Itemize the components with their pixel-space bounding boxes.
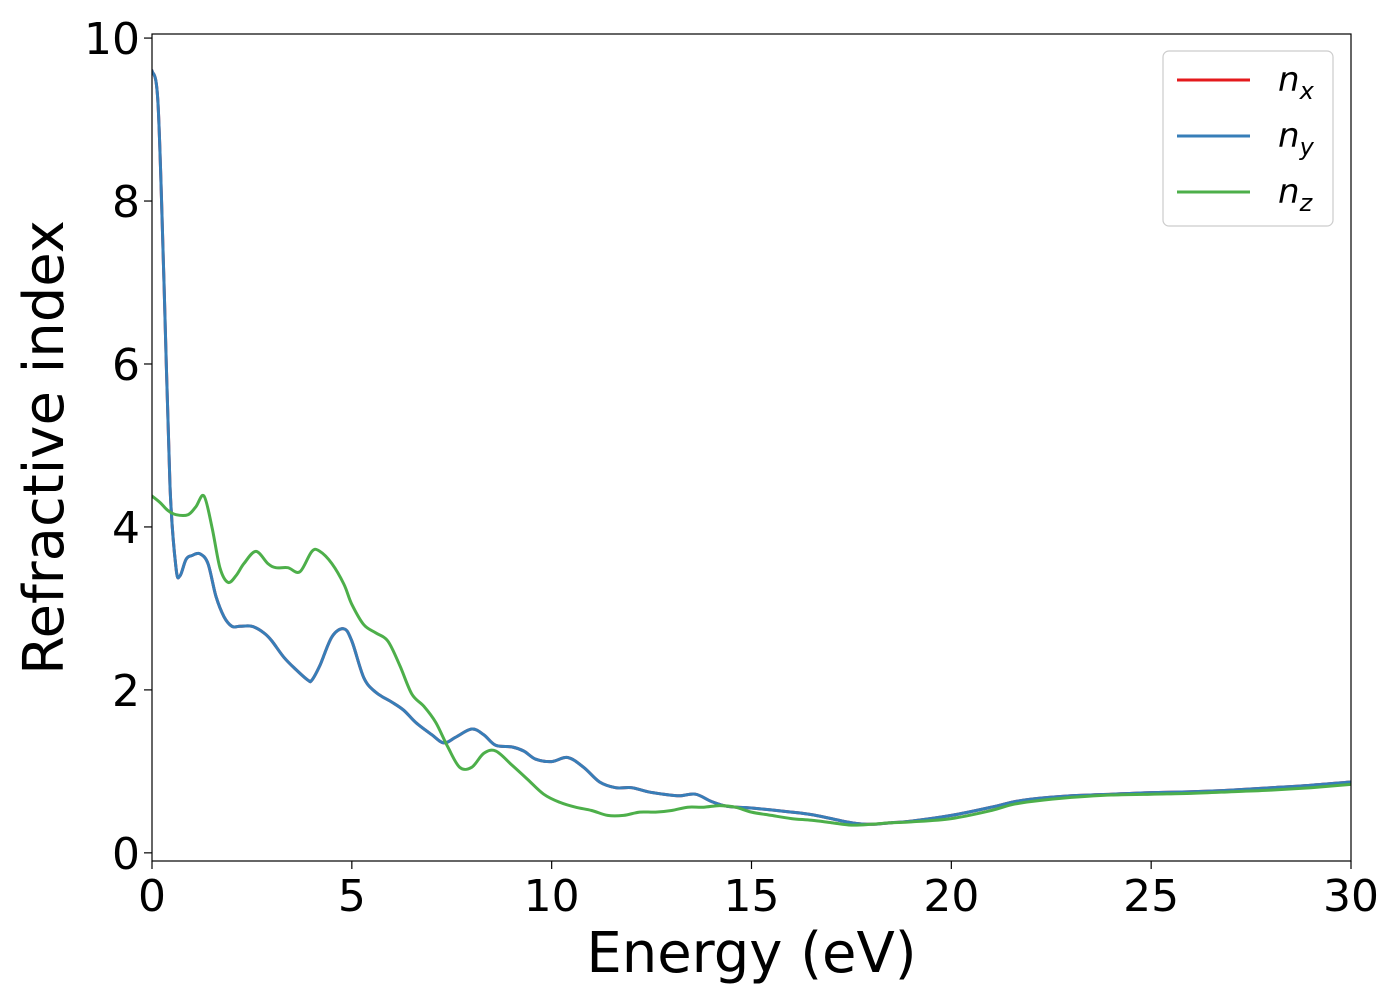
x-axis-ticks: 0 5 10 15 20 25 30 [138,861,1379,922]
x-axis-label: Energy (eV) [586,921,916,986]
x-tick-label: 10 [524,871,580,922]
x-tick-label: 20 [923,871,979,922]
legend: nx ny nz [1162,50,1334,227]
x-tick-label: 15 [724,871,780,922]
y-tick-label: 8 [112,177,140,228]
plot-frame [151,33,1352,862]
legend-label-z: nz [1278,172,1314,217]
plot-area [152,69,1351,827]
x-tick-label: 0 [138,871,166,922]
legend-label-x: nx [1278,60,1315,105]
y-tick-label: 2 [112,666,140,717]
legend-box [1162,50,1334,227]
y-tick-label: 6 [112,340,140,391]
y-tick-label: 0 [112,829,140,880]
y-axis-label: Refractive index [12,220,77,675]
y-axis-ticks: 0 2 4 6 8 10 [84,14,152,880]
series-line-z [152,493,1351,827]
legend-label-y: ny [1278,116,1315,161]
x-tick-label: 25 [1123,871,1179,922]
x-tick-label: 5 [338,871,366,922]
y-tick-label: 4 [112,503,140,554]
y-tick-label: 10 [84,14,140,65]
x-tick-label: 30 [1323,871,1379,922]
